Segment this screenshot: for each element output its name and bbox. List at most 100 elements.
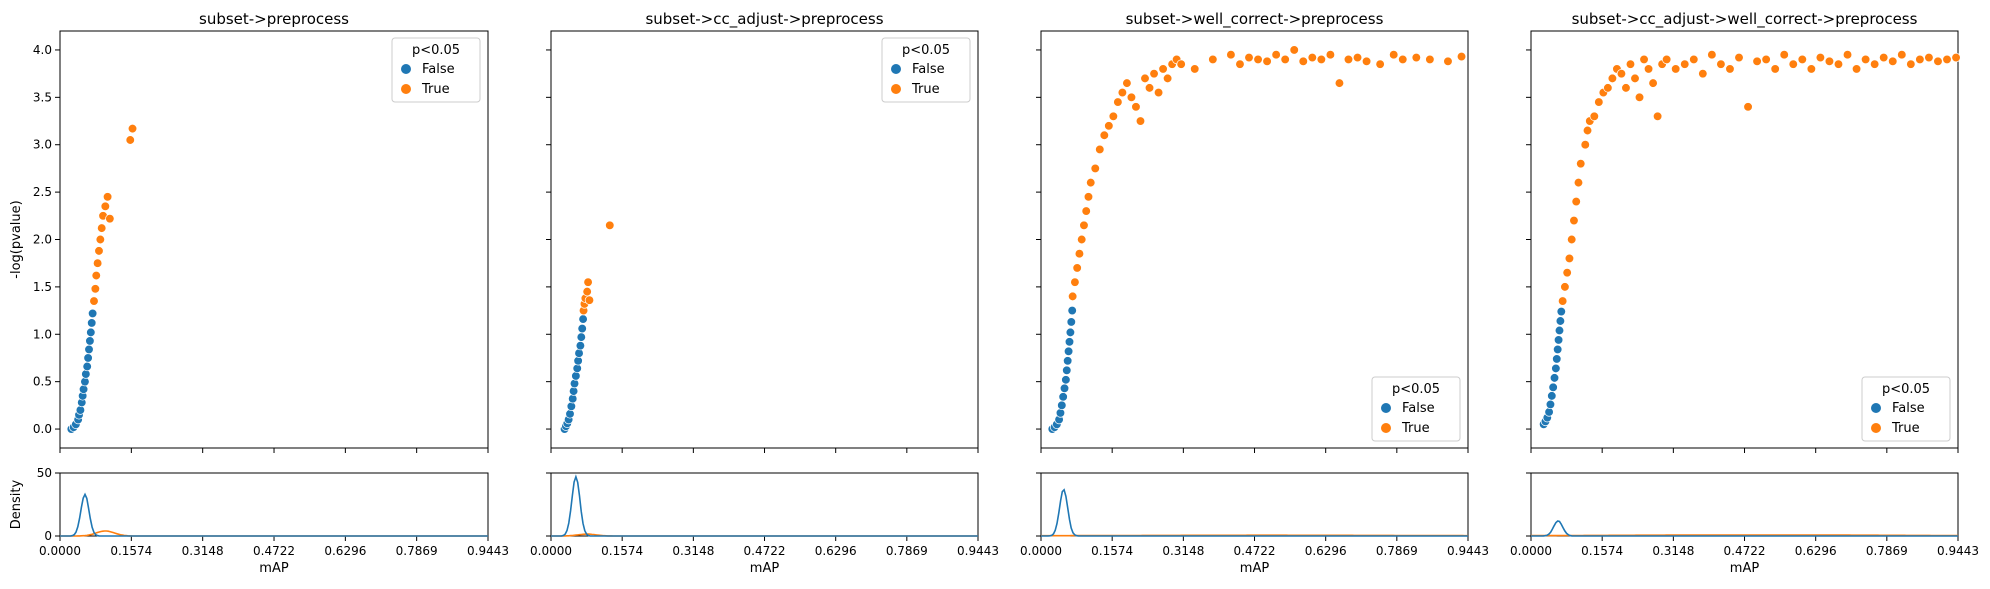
x-tick-label: 0.0000 <box>39 544 81 558</box>
scatter-point-true <box>1662 54 1672 65</box>
scatter-point-false <box>1067 305 1077 316</box>
density-axes-frame <box>1530 472 1959 537</box>
panel-3: subset->well_correct->preprocess 0.0000 0.… <box>1020 10 1489 576</box>
scatter-point-false <box>1064 337 1075 347</box>
scatter-point-false <box>578 314 588 324</box>
scatter-point-false <box>1553 344 1563 355</box>
scatter-point-false <box>577 323 587 334</box>
scatter-point-true <box>1564 253 1575 264</box>
x-tick-label: 0.4722 <box>1724 544 1766 558</box>
scatter-point-true <box>1567 234 1577 245</box>
legend-label-true: True <box>911 82 940 97</box>
x-tick-label: 0.0000 <box>530 544 572 558</box>
scatter-point-true <box>1083 192 1094 202</box>
scatter-point-true <box>1915 54 1925 65</box>
y-tick-label: 4.0 <box>33 43 52 57</box>
scatter-point-false <box>1066 317 1076 327</box>
legend: p<0.05 False True <box>881 37 971 103</box>
scatter-point-true <box>1824 56 1835 66</box>
density-curve-false <box>60 492 488 537</box>
scatter-point-false <box>1553 335 1564 345</box>
x-axis-label: mAP <box>1240 561 1270 576</box>
scatter-point-true <box>1743 102 1753 112</box>
scatter-point-true <box>1671 64 1681 74</box>
scatter-point-false <box>78 384 89 394</box>
scatter-point-true <box>1099 130 1109 140</box>
panel-1: subset->preprocess 0.0 0.5 1.0 1.5 2.0 2.5 3.0 3… <box>9 10 509 576</box>
scatter-point-true <box>1569 215 1579 226</box>
scatter-point-true <box>91 270 101 281</box>
scatter-point-true <box>1906 59 1916 69</box>
scatter-point-true <box>1580 140 1590 150</box>
scatter-point-true <box>94 246 104 256</box>
y-tick-label: 3.5 <box>33 90 52 104</box>
scatter-point-true <box>1842 50 1853 60</box>
scatter-point-true <box>582 286 592 297</box>
scatter-point-true <box>1361 56 1372 66</box>
scatter-point-true <box>1280 54 1290 65</box>
scatter-point-true <box>1389 50 1399 60</box>
scatter-point-true <box>1603 83 1613 93</box>
scatter-point-true <box>1594 97 1604 107</box>
scatter-point-true <box>1689 54 1699 65</box>
scatter-point-true <box>1208 54 1218 65</box>
scatter-point-true <box>1725 64 1735 74</box>
scatter-point-true <box>1779 50 1789 60</box>
scatter-point-true <box>1639 54 1649 65</box>
legend-label-false: False <box>1402 401 1435 416</box>
scatter-point-true <box>1149 68 1159 79</box>
scatter-point-false <box>1057 400 1067 411</box>
panel-title: subset->well_correct->preprocess <box>1126 10 1384 29</box>
scatter-point-true <box>1652 111 1663 121</box>
scatter-point-false <box>1058 392 1068 402</box>
scatter-point-true <box>1788 59 1798 69</box>
scatter-point-true <box>1352 52 1363 63</box>
scatter-point-true <box>583 277 593 287</box>
scatter-point-false <box>1554 325 1565 336</box>
legend-box <box>391 37 481 103</box>
scatter-point-true <box>1079 220 1089 230</box>
scatter-point-true <box>89 296 99 306</box>
scatter-point-true <box>1443 56 1453 66</box>
scatter-point-true <box>1560 282 1570 292</box>
scatter-point-true <box>1616 68 1627 79</box>
panel-4: subset->cc_adjust->well_correct->preproc… <box>1510 10 1979 576</box>
legend-title: p<0.05 <box>902 43 950 58</box>
scatter-point-true <box>1833 59 1844 69</box>
density-y-axis-label: Density <box>9 479 24 529</box>
x-tick-label: 0.4722 <box>1234 544 1276 558</box>
y-tick-label: 3.0 <box>33 138 52 152</box>
scatter-point-false <box>1065 327 1076 338</box>
x-tick-label: 0.3148 <box>1162 544 1204 558</box>
scatter-point-false <box>83 353 93 363</box>
scatter-point-true <box>1951 52 1961 63</box>
scatter-point-true <box>1090 163 1100 174</box>
scatter-point-true <box>1072 263 1082 273</box>
scatter-point-true <box>1589 111 1599 121</box>
panel-2: subset->cc_adjust->preprocess 0.0000 0.157… <box>530 10 999 576</box>
scatter-point-true <box>1870 59 1880 69</box>
x-tick-label: 0.7869 <box>396 544 438 558</box>
scatter-point-true <box>1648 78 1658 88</box>
scatter-point-false <box>1552 354 1562 364</box>
scatter-point-false <box>1061 375 1071 385</box>
scatter-point-false <box>1551 363 1561 374</box>
scatter-point-false <box>81 369 91 379</box>
scatter-point-true <box>1158 64 1168 74</box>
x-tick-label: 0.6296 <box>324 544 366 558</box>
scatter-point-true <box>1262 56 1272 66</box>
scatter-point-true <box>1625 59 1636 69</box>
scatter-point-true <box>1571 196 1581 207</box>
scatter-point-true <box>1582 125 1593 136</box>
scatter-point-true <box>100 201 110 211</box>
scatter-point-false <box>572 363 582 374</box>
scatter-point-true <box>1573 177 1584 188</box>
scatter-point-true <box>1176 59 1186 69</box>
x-tick-label: 0.3148 <box>182 544 224 558</box>
density-axes-frame <box>59 472 489 537</box>
x-tick-label: 0.9443 <box>957 544 999 558</box>
x-tick-label: 0.7869 <box>1866 544 1908 558</box>
legend-marker-false <box>1381 403 1391 413</box>
legend-label-false: False <box>912 62 945 77</box>
scatter-point-false <box>75 405 86 415</box>
